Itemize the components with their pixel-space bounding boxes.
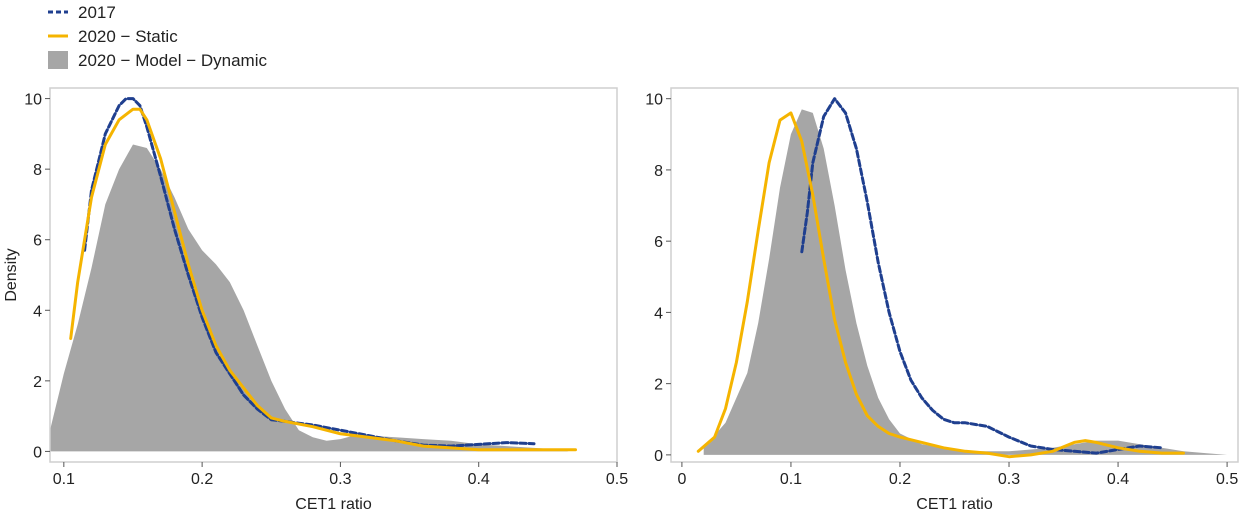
y-tick-label: 10	[645, 92, 663, 109]
legend: 2017 2020 − Static 2020 − Model − Dynamic	[48, 3, 267, 70]
x-tick-label: 0	[677, 471, 686, 488]
y-axis-title: Density	[3, 248, 20, 301]
y-tick-label: 6	[654, 234, 663, 251]
legend-item: 2020 − Static	[48, 27, 178, 46]
plot-area	[696, 97, 1228, 459]
y-tick-label: 6	[33, 233, 42, 250]
legend-item: 2020 − Model − Dynamic	[48, 51, 267, 70]
x-tick-label: 0.2	[191, 471, 213, 488]
y-tick-label: 0	[654, 448, 663, 465]
x-tick-label: 0.5	[606, 471, 628, 488]
x-tick-label: 0.3	[998, 471, 1020, 488]
y-tick-label: 0	[33, 444, 42, 461]
series-2020-static-line	[696, 111, 1185, 459]
y-tick-label: 10	[24, 92, 42, 109]
legend-label: 2020 − Static	[78, 27, 178, 46]
plot-frame	[49, 87, 618, 463]
x-tick-label: 0.1	[53, 471, 75, 488]
plot-area	[50, 97, 577, 452]
series-2020-model-dynamic-area	[50, 144, 569, 452]
y-tick-label: 8	[654, 163, 663, 180]
series-2020-model-dynamic-area	[703, 109, 1228, 455]
chart-panel-left: 0.1 0.2 0.3 0.4 0.5 0 2 4 6 8 10 CET1 ratio Density	[3, 87, 628, 513]
x-tick-label: 0.5	[1216, 471, 1238, 488]
x-tick-label: 0.3	[329, 471, 351, 488]
chart-panel-right: 0 0.1 0.2 0.3 0.4 0.5 0 2 4 6 8 10 CET1 ratio	[645, 87, 1239, 513]
x-tick-label: 0.1	[780, 471, 802, 488]
y-tick-label: 8	[33, 162, 42, 179]
legend-key-area	[48, 51, 68, 69]
y-tick-label: 4	[33, 303, 42, 320]
legend-label: 2020 − Model − Dynamic	[78, 51, 267, 70]
legend-label: 2017	[78, 3, 116, 22]
x-tick-label: 0.4	[1107, 471, 1129, 488]
series-2017-line	[800, 97, 1164, 455]
y-tick-label: 2	[654, 377, 663, 394]
y-tick-label: 4	[654, 305, 663, 322]
x-axis-title: CET1 ratio	[916, 496, 993, 513]
series-2020-static-line	[69, 107, 577, 452]
x-axis-title: CET1 ratio	[295, 496, 372, 513]
x-tick-label: 0.4	[468, 471, 490, 488]
x-tick-label: 0.2	[889, 471, 911, 488]
y-tick-label: 2	[33, 374, 42, 391]
plot-frame	[670, 87, 1239, 463]
legend-item: 2017	[48, 3, 116, 22]
